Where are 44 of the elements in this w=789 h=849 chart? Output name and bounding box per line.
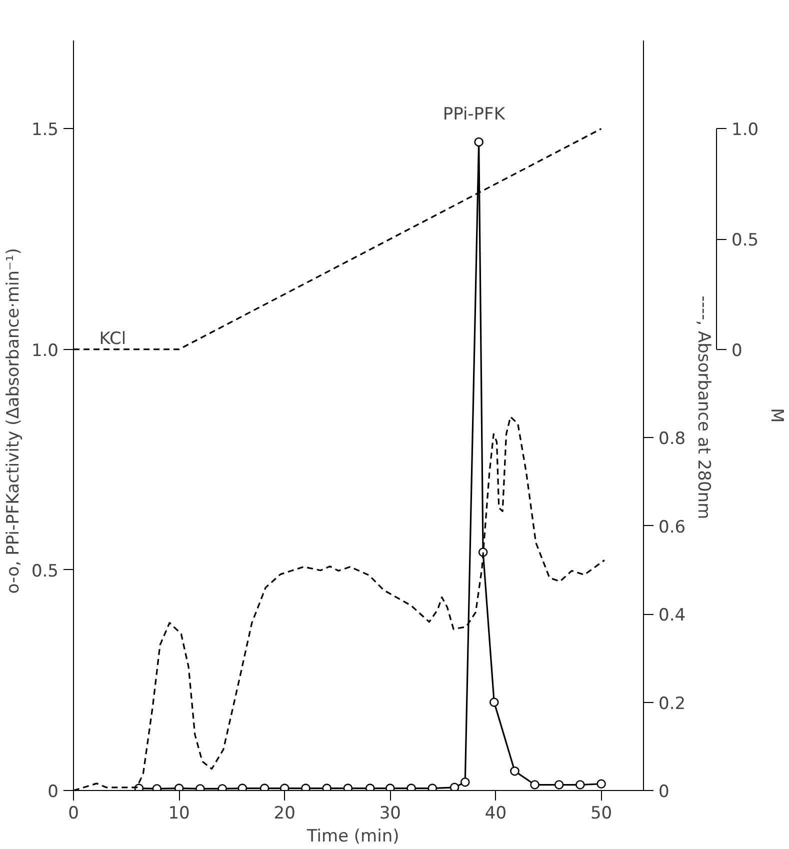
point [301, 784, 310, 790]
point [510, 766, 520, 776]
point [343, 784, 353, 790]
x-tick-label: 20 [274, 804, 296, 824]
y3-axis-title: M [766, 408, 787, 423]
point [238, 784, 248, 790]
x-tick-label: 30 [379, 804, 401, 824]
point [596, 779, 606, 789]
point [280, 784, 290, 790]
point [428, 784, 438, 790]
point [474, 137, 484, 147]
x-axis-title: Time (min) [306, 826, 400, 846]
y3-tick-label: 0 [732, 340, 742, 361]
y-axis-title: o-o, PPi-PFKactivity (Δabsorbance·min⁻¹) [3, 248, 24, 594]
y2-tick-label: 0.4 [658, 606, 686, 626]
x-tick-label: 0 [68, 804, 79, 824]
annotation: PPi-PFK [442, 104, 506, 125]
point [530, 780, 540, 790]
point [406, 784, 416, 790]
point [365, 784, 375, 790]
point [450, 782, 460, 790]
y-tick-label: 1.0 [31, 340, 59, 361]
x-tick-label: 40 [484, 804, 507, 824]
y-tick-label: 1.5 [31, 120, 59, 140]
y2-tick-label: 0 [658, 782, 670, 802]
y2-tick-label: 0.8 [658, 429, 686, 450]
y2-tick-label: 0.6 [658, 517, 686, 538]
x-tick-label: 50 [590, 804, 612, 824]
point [460, 777, 470, 787]
y-tick-label: 0.5 [31, 561, 59, 582]
x-tick-label: 10 [168, 804, 190, 824]
y2-axis-title: ----, Absorbance at 280nm [694, 296, 714, 520]
point [554, 780, 564, 790]
point [386, 784, 395, 790]
y3-tick-label: 0.5 [732, 230, 759, 251]
y3-tick-label: 1.0 [732, 120, 759, 140]
point [489, 698, 499, 707]
y-tick-label: 0 [48, 782, 59, 802]
point [174, 784, 184, 790]
y2-tick-label: 0.2 [658, 694, 686, 714]
annotation: KCl [99, 328, 126, 349]
point [322, 784, 332, 790]
point [260, 784, 270, 790]
point [576, 780, 585, 790]
